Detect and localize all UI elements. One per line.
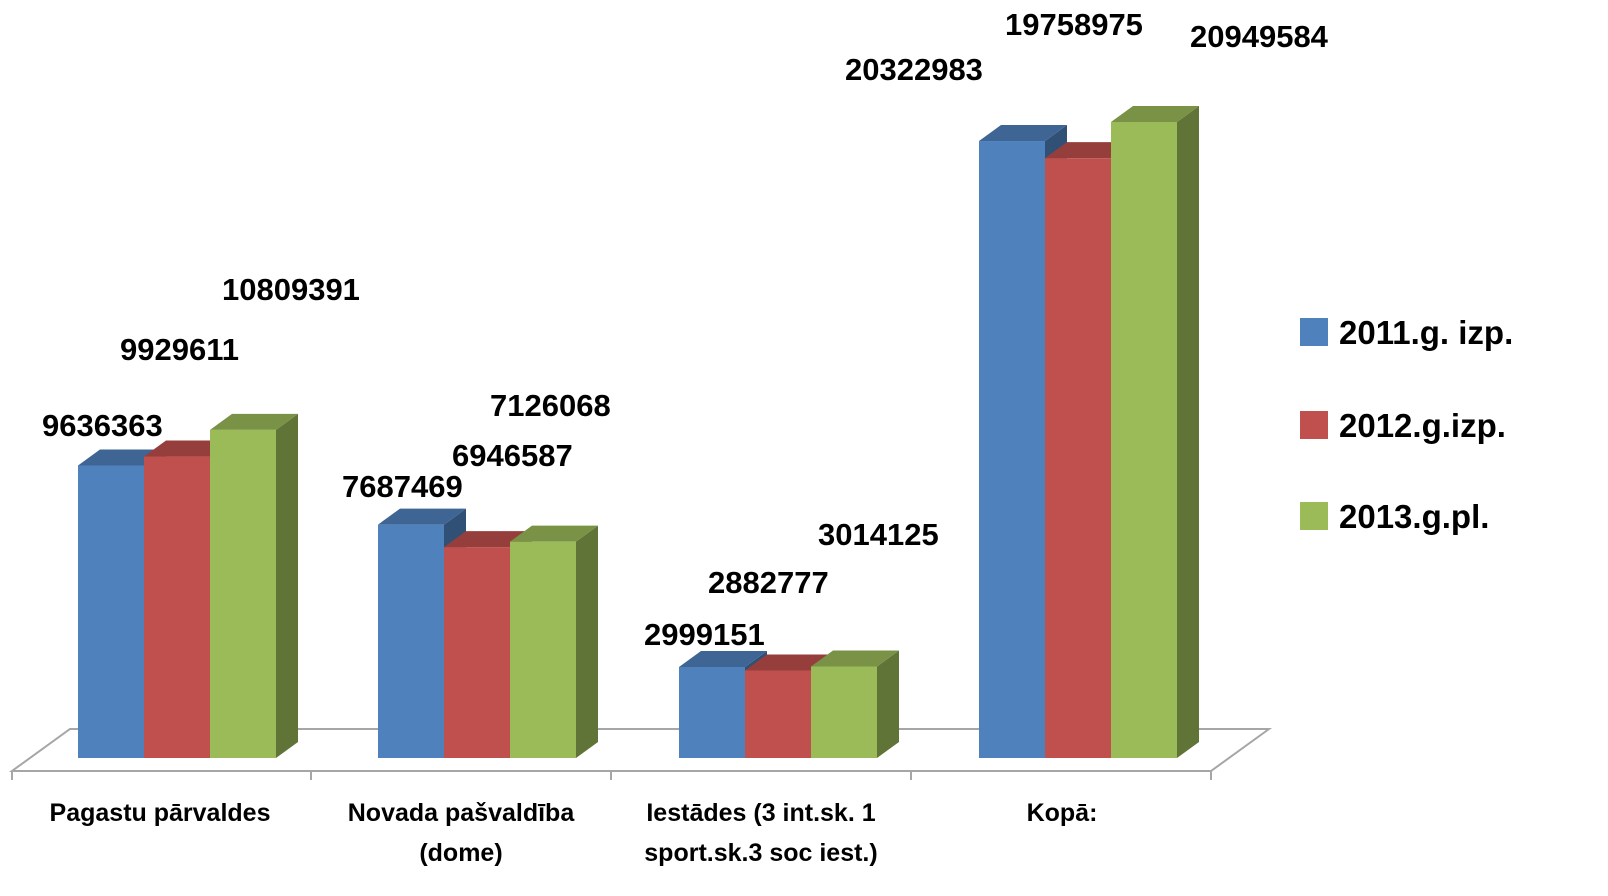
legend-swatch — [1300, 411, 1328, 439]
value-label: 7687469 — [342, 469, 463, 504]
bar-side — [1177, 106, 1199, 758]
bar-side — [276, 413, 298, 758]
bar-front — [811, 666, 877, 758]
legend-swatch — [1300, 502, 1328, 530]
value-label: 7126068 — [490, 388, 611, 423]
value-label: 10809391 — [222, 272, 360, 307]
bars — [78, 106, 1199, 759]
value-label: 6946587 — [452, 438, 573, 473]
value-label: 9636363 — [42, 408, 163, 443]
bar — [210, 413, 298, 758]
bar-front — [378, 524, 444, 758]
value-label: 20949584 — [1190, 19, 1329, 54]
legend-item: 2011.g. izp. — [1300, 314, 1513, 351]
category-label: Pagastu pārvaldes — [50, 799, 271, 827]
bar — [811, 650, 899, 758]
value-label: 3014125 — [818, 517, 939, 552]
bar-top — [1111, 106, 1199, 122]
category-label: Novada pašvaldība — [348, 799, 576, 827]
legend-item: 2012.g.izp. — [1300, 407, 1506, 444]
bar-front — [510, 541, 576, 758]
bar-front — [1045, 158, 1111, 759]
bar-front — [210, 429, 276, 758]
bar-top — [378, 508, 466, 525]
legend-item: 2013.g.pl. — [1300, 498, 1489, 535]
bar-top — [745, 654, 833, 671]
bar-top — [811, 650, 899, 667]
value-label: 2999151 — [644, 617, 765, 652]
value-label: 9929611 — [120, 332, 239, 367]
value-label: 2882777 — [708, 565, 829, 600]
value-label: 19758975 — [1005, 7, 1143, 42]
legend-swatch — [1300, 318, 1328, 346]
value-label: 20322983 — [845, 52, 983, 87]
bar — [510, 525, 598, 758]
bar-front — [78, 465, 144, 758]
legend: 2011.g. izp. 2012.g.izp. 2013.g.pl. — [1300, 314, 1513, 535]
bar-front — [144, 456, 210, 758]
category-label: Iestādes (3 int.sk. 1 — [646, 799, 875, 827]
category-labels: Pagastu pārvaldes Novada pašvaldība (dome)… — [50, 799, 1098, 867]
bar-side — [877, 650, 899, 758]
bar-front — [979, 141, 1045, 759]
legend-label: 2012.g.izp. — [1339, 407, 1506, 444]
legend-label: 2011.g. izp. — [1339, 314, 1513, 351]
bar-top — [210, 413, 298, 430]
bar-front — [679, 666, 745, 758]
chart-floor — [8, 728, 1273, 780]
bar-side — [576, 525, 598, 758]
bar-front — [444, 547, 510, 758]
category-label: Kopā: — [1027, 799, 1098, 827]
bar-front — [1111, 122, 1177, 758]
bar-top — [679, 650, 767, 667]
legend-label: 2013.g.pl. — [1339, 498, 1489, 535]
bar-top — [510, 525, 598, 542]
bar-top — [979, 125, 1067, 142]
category-label: (dome) — [419, 839, 502, 867]
bar — [1111, 106, 1199, 758]
category-label: sport.sk.3 soc iest.) — [644, 839, 877, 867]
bar-front — [745, 670, 811, 758]
